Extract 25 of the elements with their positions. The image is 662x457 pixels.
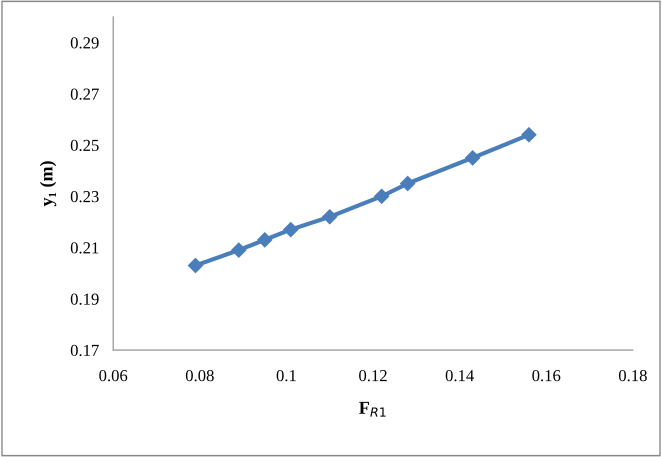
x-tick-label: 0.14	[446, 370, 474, 382]
point	[283, 222, 298, 238]
x-tick-label: 0.06	[99, 370, 128, 382]
y-tick-label: 0.27	[70, 88, 99, 100]
point	[322, 209, 338, 224]
x-tick-label: 0.12	[359, 370, 387, 382]
point	[231, 242, 246, 258]
x-tick-label: 0.1	[276, 370, 296, 382]
x-axis-title: F$_{R1}$	[359, 402, 386, 417]
y-axis-title: y₁ (m)	[40, 161, 56, 206]
y-tick-label: 0.25	[70, 140, 99, 152]
y-tick-label: 0.23	[70, 191, 99, 202]
x-tick-label: 0.18	[618, 370, 647, 382]
point	[521, 127, 537, 142]
y-tick-label: 0.29	[70, 37, 99, 49]
point	[188, 258, 204, 274]
point	[465, 150, 480, 166]
x-tick-label: 0.08	[186, 370, 214, 382]
y-tick-label: 0.17	[70, 344, 99, 356]
x-tick-label: 0.16	[532, 370, 560, 382]
point	[257, 232, 272, 248]
point	[400, 176, 416, 192]
point	[374, 188, 390, 204]
y-tick-label: 0.19	[70, 294, 99, 305]
y-tick-label: 0.21	[70, 242, 98, 254]
